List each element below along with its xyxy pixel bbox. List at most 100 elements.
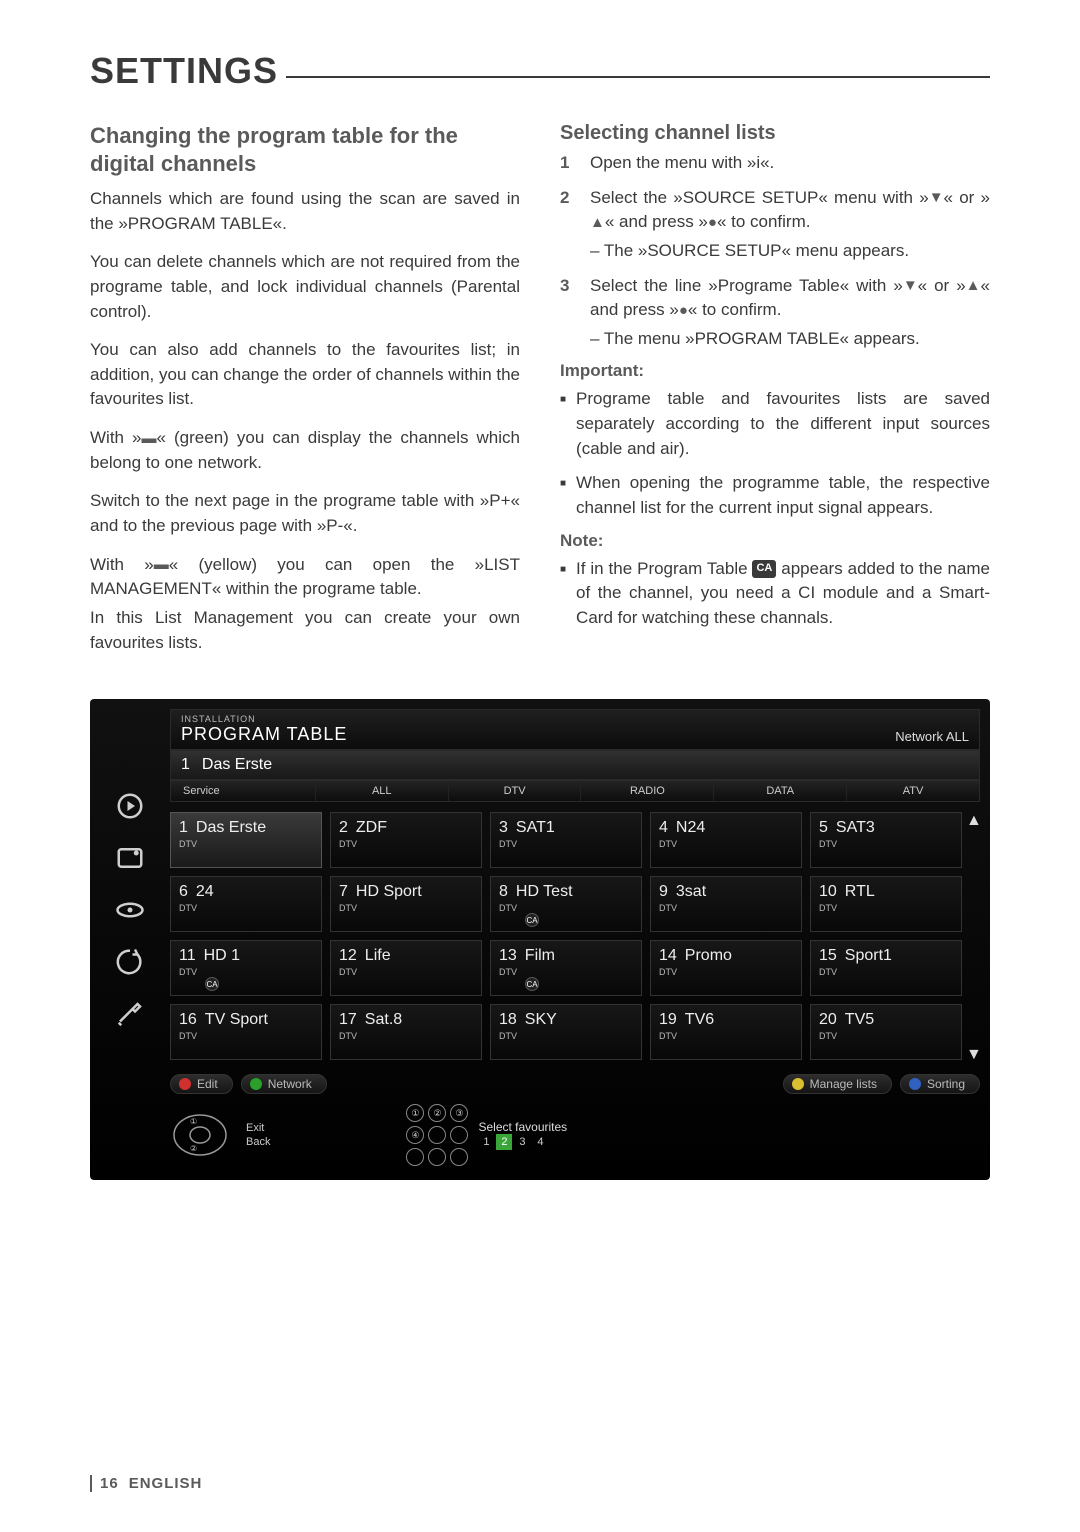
tv-network-label: Network ALL xyxy=(895,729,969,744)
left-p7: In this List Management you can create y… xyxy=(90,606,520,655)
down-arrow-icon: ▼ xyxy=(929,187,944,209)
dpad-icon: ①② xyxy=(170,1111,230,1159)
channel-cell[interactable]: 13FilmDTVCA xyxy=(490,940,642,996)
left-p1: Channels which are found using the scan … xyxy=(90,187,520,236)
right-heading: Selecting channel lists xyxy=(560,122,990,145)
pill-row: Edit Network Manage lists Sorting xyxy=(170,1074,980,1094)
channel-cell[interactable]: 10RTLDTV xyxy=(810,876,962,932)
left-p2: You can delete channels which are not re… xyxy=(90,250,520,324)
left-p6: With »▬« (yellow) you can open the »LIST… xyxy=(90,553,520,602)
steps: 1 Open the menu with »i«. 2 Select the »… xyxy=(560,151,990,235)
tv-side-icons xyxy=(100,709,160,1166)
channel-cell[interactable]: 20TV5DTV xyxy=(810,1004,962,1060)
note-1: If in the Program Table CA appears added… xyxy=(560,557,990,631)
tv-tabs: Service ALL DTV RADIO DATA ATV xyxy=(170,780,980,802)
note-list: If in the Program Table CA appears added… xyxy=(560,557,990,631)
channel-cell[interactable]: 5SAT3DTV xyxy=(810,812,962,868)
channel-cell[interactable]: 15Sport1DTV xyxy=(810,940,962,996)
title-row: SETTINGS xyxy=(90,50,990,92)
step-2: 2 Select the »SOURCE SETUP« menu with »▼… xyxy=(560,186,990,235)
channel-cell[interactable]: 8HD TestDTVCA xyxy=(490,876,642,932)
svg-text:②: ② xyxy=(190,1144,197,1153)
channel-cell[interactable]: 19TV6DTV xyxy=(650,1004,802,1060)
scroll-up-icon[interactable]: ▲ xyxy=(966,812,980,826)
channel-cell[interactable]: 624DTV xyxy=(170,876,322,932)
title-rule xyxy=(286,76,990,78)
channel-cell[interactable]: 11HD 1DTVCA xyxy=(170,940,322,996)
content-columns: Changing the program table for the digit… xyxy=(90,122,990,669)
usb-icon xyxy=(113,945,147,979)
pill-network[interactable]: Network xyxy=(241,1074,327,1094)
remote-labels: Exit Back xyxy=(246,1121,270,1150)
left-heading: Changing the program table for the digit… xyxy=(90,122,520,177)
tv-main: INSTALLATION PROGRAM TABLE Network ALL 1… xyxy=(170,709,980,1166)
channel-cell[interactable]: 4N24DTV xyxy=(650,812,802,868)
settings-icon xyxy=(113,997,147,1031)
important-1: Programe table and favourites lists are … xyxy=(560,387,990,461)
channel-cell[interactable]: 14PromoDTV xyxy=(650,940,802,996)
tab-service[interactable]: Service xyxy=(171,781,316,801)
step-3: 3 Select the line »Programe Table« with … xyxy=(560,274,990,323)
pill-edit[interactable]: Edit xyxy=(170,1074,233,1094)
channel-cell[interactable]: 18SKYDTV xyxy=(490,1004,642,1060)
fav-nums: 1234 xyxy=(478,1134,567,1150)
left-p4: With »▬« (green) you can display the cha… xyxy=(90,426,520,475)
ca-icon: CA xyxy=(525,977,539,991)
note-label: Note: xyxy=(560,531,990,551)
channel-cell[interactable]: 3SAT1DTV xyxy=(490,812,642,868)
channel-cell[interactable]: 7HD SportDTV xyxy=(330,876,482,932)
pill-manage-lists[interactable]: Manage lists xyxy=(783,1074,892,1094)
tv-selected-channel: 1Das Erste xyxy=(170,750,980,780)
favourites-block: ①②③ ④ Select favourites 1234 xyxy=(406,1104,567,1166)
program-table-screenshot: INSTALLATION PROGRAM TABLE Network ALL 1… xyxy=(90,699,990,1180)
channel-cell[interactable]: 1Das ErsteDTV xyxy=(170,812,322,868)
down-arrow-icon: ▼ xyxy=(903,275,918,297)
source-icon xyxy=(113,893,147,927)
scroll-down-icon[interactable]: ▼ xyxy=(966,1046,980,1060)
left-p5: Switch to the next page in the programe … xyxy=(90,489,520,538)
picture-icon xyxy=(113,789,147,823)
important-2: When opening the programme table, the re… xyxy=(560,471,990,520)
tv-breadcrumb: INSTALLATION xyxy=(181,714,969,724)
fav-label: Select favourites xyxy=(478,1120,567,1134)
page-title: SETTINGS xyxy=(90,50,278,92)
tab-radio[interactable]: RADIO xyxy=(581,781,714,801)
pill-sorting[interactable]: Sorting xyxy=(900,1074,980,1094)
channel-cell[interactable]: 12LifeDTV xyxy=(330,940,482,996)
channel-cell[interactable]: 2ZDFDTV xyxy=(330,812,482,868)
important-label: Important: xyxy=(560,361,990,381)
tv-footer: Edit Network Manage lists Sorting ①② Exi… xyxy=(170,1074,980,1166)
step-2-sub: The »SOURCE SETUP« menu appears. xyxy=(590,239,990,264)
fav-keys-icon: ①②③ ④ xyxy=(406,1104,468,1166)
ok-dot-icon: ● xyxy=(679,300,688,322)
left-column: Changing the program table for the digit… xyxy=(90,122,520,669)
color-key-green-icon: ▬ xyxy=(142,428,157,450)
steps-3: 3 Select the line »Programe Table« with … xyxy=(560,274,990,323)
important-list: Programe table and favourites lists are … xyxy=(560,387,990,520)
tab-atv[interactable]: ATV xyxy=(847,781,979,801)
up-arrow-icon: ▲ xyxy=(590,212,605,234)
ok-dot-icon: ● xyxy=(708,212,717,234)
remote-hints: ①② Exit Back ①②③ ④ Select favourite xyxy=(170,1104,980,1166)
tab-all[interactable]: ALL xyxy=(316,781,449,801)
step-3-sub: The menu »PROGRAM TABLE« appears. xyxy=(590,327,990,352)
channel-cell[interactable]: 93satDTV xyxy=(650,876,802,932)
ca-icon: CA xyxy=(525,913,539,927)
ca-badge-icon: CA xyxy=(752,560,776,578)
tv-title: PROGRAM TABLE xyxy=(181,724,969,745)
left-p3: You can also add channels to the favouri… xyxy=(90,338,520,412)
step-1: 1 Open the menu with »i«. xyxy=(560,151,990,176)
tv-channel-grid: ▲ ▼ 1Das ErsteDTV2ZDFDTV3SAT1DTV4N24DTV5… xyxy=(170,812,980,1060)
sound-icon xyxy=(113,841,147,875)
channel-cell[interactable]: 16TV SportDTV xyxy=(170,1004,322,1060)
ca-icon: CA xyxy=(205,977,219,991)
tab-data[interactable]: DATA xyxy=(714,781,847,801)
color-key-yellow-icon: ▬ xyxy=(154,554,169,576)
tab-dtv[interactable]: DTV xyxy=(449,781,582,801)
channel-cell[interactable]: 17Sat.8DTV xyxy=(330,1004,482,1060)
page-footer: 16ENGLISH xyxy=(90,1475,202,1492)
svg-text:①: ① xyxy=(190,1117,197,1126)
up-arrow-icon: ▲ xyxy=(966,275,981,297)
right-column: Selecting channel lists 1 Open the menu … xyxy=(560,122,990,669)
tv-header: INSTALLATION PROGRAM TABLE Network ALL xyxy=(170,709,980,750)
